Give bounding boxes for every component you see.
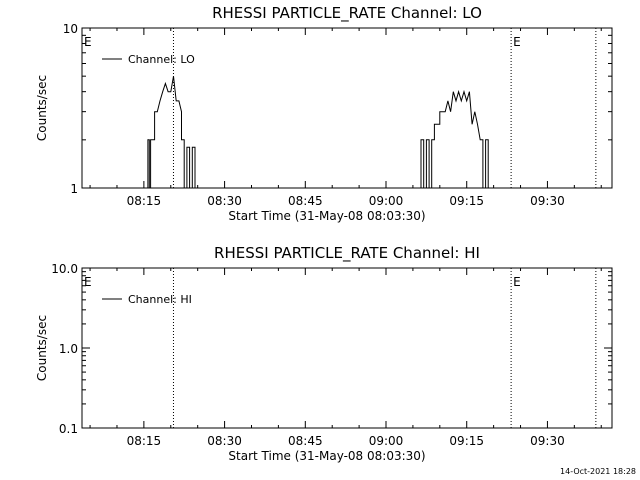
event-marker-label: E	[513, 35, 521, 49]
x-tick-label: 08:45	[288, 434, 323, 448]
series-line	[147, 76, 489, 189]
x-axis-label: Start Time (31-May-08 08:03:30)	[228, 209, 425, 223]
y-tick-label: 1.0	[59, 342, 78, 356]
x-axis-label: Start Time (31-May-08 08:03:30)	[228, 449, 425, 463]
event-marker-label: E	[513, 275, 521, 289]
event-marker-label: E	[84, 275, 92, 289]
legend-entry: Channel: HI	[128, 293, 192, 306]
x-tick-label: 09:30	[530, 434, 565, 448]
x-tick-label: 09:15	[449, 194, 484, 208]
x-tick-label: 08:30	[207, 434, 242, 448]
y-tick-label: 10	[63, 22, 78, 36]
y-tick-label: 10.0	[51, 262, 78, 276]
x-tick-label: 08:15	[127, 434, 162, 448]
event-marker-label: E	[84, 35, 92, 49]
y-tick-label: 1	[70, 182, 78, 196]
y-tick-label: 0.1	[59, 422, 78, 436]
x-tick-label: 08:45	[288, 194, 323, 208]
x-tick-label: 08:30	[207, 194, 242, 208]
x-tick-label: 09:00	[369, 194, 404, 208]
x-tick-label: 09:15	[449, 434, 484, 448]
legend-entry: Channel: LO	[128, 53, 195, 66]
x-tick-label: 08:15	[127, 194, 162, 208]
x-tick-label: 09:30	[530, 194, 565, 208]
footer-timestamp: 14-Oct-2021 18:28	[560, 467, 636, 476]
chart-title: RHESSI PARTICLE_RATE Channel: LO	[212, 4, 482, 23]
chart-title: RHESSI PARTICLE_RATE Channel: HI	[214, 244, 480, 263]
y-axis-label: Counts/sec	[35, 315, 49, 381]
y-axis-label: Counts/sec	[35, 75, 49, 141]
x-tick-label: 09:00	[369, 434, 404, 448]
